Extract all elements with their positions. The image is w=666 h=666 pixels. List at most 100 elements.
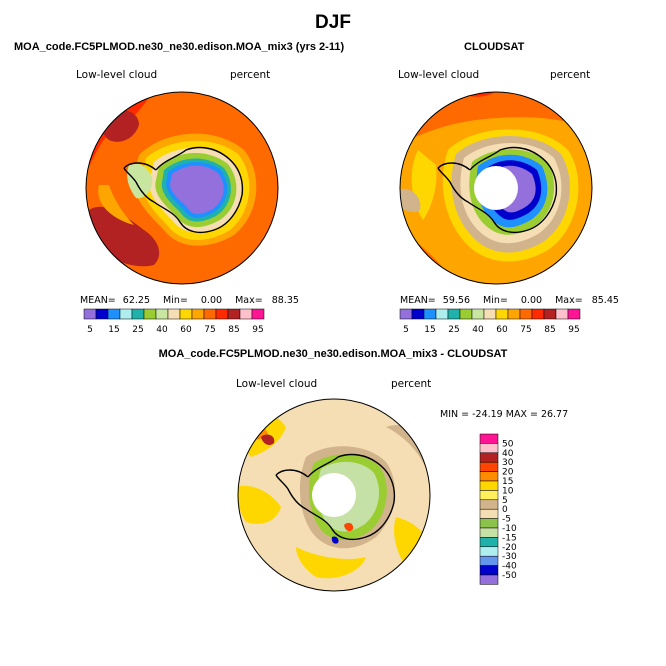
panel3-colorbar-swatch: [479, 508, 499, 519]
panel2-colorbar: 5 15 25 40 60 75 85 95: [399, 308, 581, 335]
panel3-colorbar-swatch: [479, 555, 499, 566]
panel2-colorbar-tick-label: 40: [472, 325, 484, 335]
panel3-region-local-negative: [331, 536, 339, 544]
panel1-mean-value: 62.25: [122, 295, 150, 306]
panel1-title: MOA_code.FC5PLMOD.ne30_ne30.edison.MOA_m…: [14, 41, 345, 53]
panel1-colorbar-swatch: [191, 308, 205, 320]
panel3-colorbar-tick-label: -5: [502, 515, 511, 525]
panel3-colorbar-swatch: [479, 565, 499, 576]
panel3-colorbar-swatch: [479, 433, 499, 444]
panel2-colorbar-swatch: [459, 308, 473, 320]
panel1-colorbar-swatch: [155, 308, 169, 320]
panel3-colorbar-swatch: [479, 546, 499, 557]
panel2-title: CLOUDSAT: [464, 41, 525, 53]
panel1-colorbar-swatch: [95, 308, 109, 320]
panel3-min-max-text: MIN = -24.19 MAX = 26.77: [440, 409, 569, 420]
panel1-mean-label: MEAN=: [80, 295, 116, 306]
panel1-colorbar-swatch: [83, 308, 97, 320]
panel1-colorbar-tick-label: 5: [87, 325, 93, 335]
panel2-polar-map: [399, 91, 593, 285]
panel3-colorbar-tick-label: -15: [502, 533, 517, 543]
panel3-units-label: percent: [391, 378, 432, 390]
panel2-mean-value: 59.56: [442, 295, 470, 306]
panel2-colorbar-tick-label: 5: [403, 325, 409, 335]
panel1-variable-label: Low-level cloud: [76, 69, 158, 81]
panel2-colorbar-tick-label: 95: [568, 325, 579, 335]
panel3-colorbar-swatch: [479, 480, 499, 491]
panel3-colorbar-swatch: [479, 518, 499, 529]
panel1-colorbar-swatch: [179, 308, 193, 320]
panel3-colorbar-swatch: [479, 527, 499, 538]
panel3-colorbar-tick-label: 30: [502, 458, 514, 468]
panel1-colorbar-swatch: [227, 308, 241, 320]
panel3-colorbar-tick-label: -30: [502, 552, 517, 562]
panel3-colorbar-tick-label: 0: [502, 505, 508, 515]
panel3-colorbar-tick-label: 10: [502, 486, 514, 496]
panel2-colorbar-swatch: [519, 308, 533, 320]
panel3-colorbar-tick-label: 50: [502, 439, 514, 449]
figure-title: DJF: [315, 12, 351, 33]
panel3-polar-map: [237, 398, 431, 592]
panel1-stats: MEAN= 62.25 Min= 0.00 Max= 88.35: [80, 295, 299, 306]
panel1-polar-map: [85, 91, 279, 285]
panel1-colorbar-swatch: [239, 308, 253, 320]
panel1-interior: [170, 165, 224, 215]
panel3-coastline: [275, 453, 396, 541]
panel1-colorbar-tick-label: 85: [228, 325, 239, 335]
panel2-colorbar-swatch: [495, 308, 509, 320]
panel2-colorbar-tick-label: 60: [496, 325, 508, 335]
panel3-region-positive-west: [238, 485, 281, 524]
panel3-colorbar-tick-label: -40: [502, 562, 517, 572]
panel1-colorbar-tick-label: 60: [180, 325, 192, 335]
panel3-missing-data-hole: [312, 473, 356, 517]
panel2-colorbar-tick-label: 25: [448, 325, 459, 335]
panel2-max-value: 85.45: [591, 295, 619, 306]
panel2-units-label: percent: [550, 69, 591, 81]
panel1-colorbar-swatch: [119, 308, 133, 320]
panel3-colorbar-tick-label: -10: [502, 524, 517, 534]
panel2-min-label: Min=: [483, 295, 508, 306]
panel3-colorbar-tick-label: 15: [502, 477, 513, 487]
panel2-missing-data-hole: [474, 166, 518, 210]
panel2-colorbar-swatch: [531, 308, 545, 320]
panel3-colorbar-swatch: [479, 499, 499, 510]
panel3-region-positive-south: [296, 547, 366, 579]
panel3-map-border: [237, 398, 431, 592]
panel1-min-label: Min=: [163, 295, 188, 306]
panel3-colorbar-tick-label: 40: [502, 449, 514, 459]
panel2-region-tan-west: [400, 188, 421, 213]
panel2-colorbar-swatch: [435, 308, 449, 320]
panel1-region-mid: [98, 185, 134, 225]
panel2-coastline: [437, 146, 558, 234]
panel1-peninsula-region: [127, 163, 153, 199]
panel1-min-value: 0.00: [200, 295, 223, 306]
panel2-colorbar-swatch: [555, 308, 569, 320]
panel1-colorbar-swatch: [131, 308, 145, 320]
panel2-min-value: 0.00: [520, 295, 543, 306]
panel2-colorbar-tick-label: 15: [424, 325, 435, 335]
panel2-colorbar-swatch: [471, 308, 485, 320]
panel3-colorbar-swatch: [479, 490, 499, 501]
panel1-colorbar-swatch: [143, 308, 157, 320]
panel1-map-border: [85, 91, 279, 285]
panel3-colorbar-tick-label: -50: [502, 571, 517, 581]
panel2-colorbar-tick-label: 75: [520, 325, 531, 335]
panel3-variable-label: Low-level cloud: [236, 378, 318, 390]
panel2-colorbar-swatch: [447, 308, 461, 320]
panel3-region-local-positive: [344, 522, 354, 532]
panel1-max-label: Max=: [235, 295, 263, 306]
panel1-coastline: [123, 146, 244, 234]
panel2-colorbar-swatch: [423, 308, 437, 320]
panel1-colorbar-swatch: [251, 308, 265, 320]
panel1-colorbar-swatch: [107, 308, 121, 320]
panel3-colorbar-swatch: [479, 574, 499, 585]
panel1-colorbar-tick-label: 75: [204, 325, 215, 335]
panel3-colorbar-swatch: [479, 452, 499, 463]
panel3-colorbar-swatch: [479, 443, 499, 454]
panel1-colorbar-tick-label: 15: [108, 325, 119, 335]
panel3-colorbar-tick-label: 20: [502, 468, 514, 478]
panel1-colorbar-swatch: [167, 308, 181, 320]
panel1-units-label: percent: [230, 69, 271, 81]
panel3-title: MOA_code.FC5PLMOD.ne30_ne30.edison.MOA_m…: [158, 348, 508, 360]
